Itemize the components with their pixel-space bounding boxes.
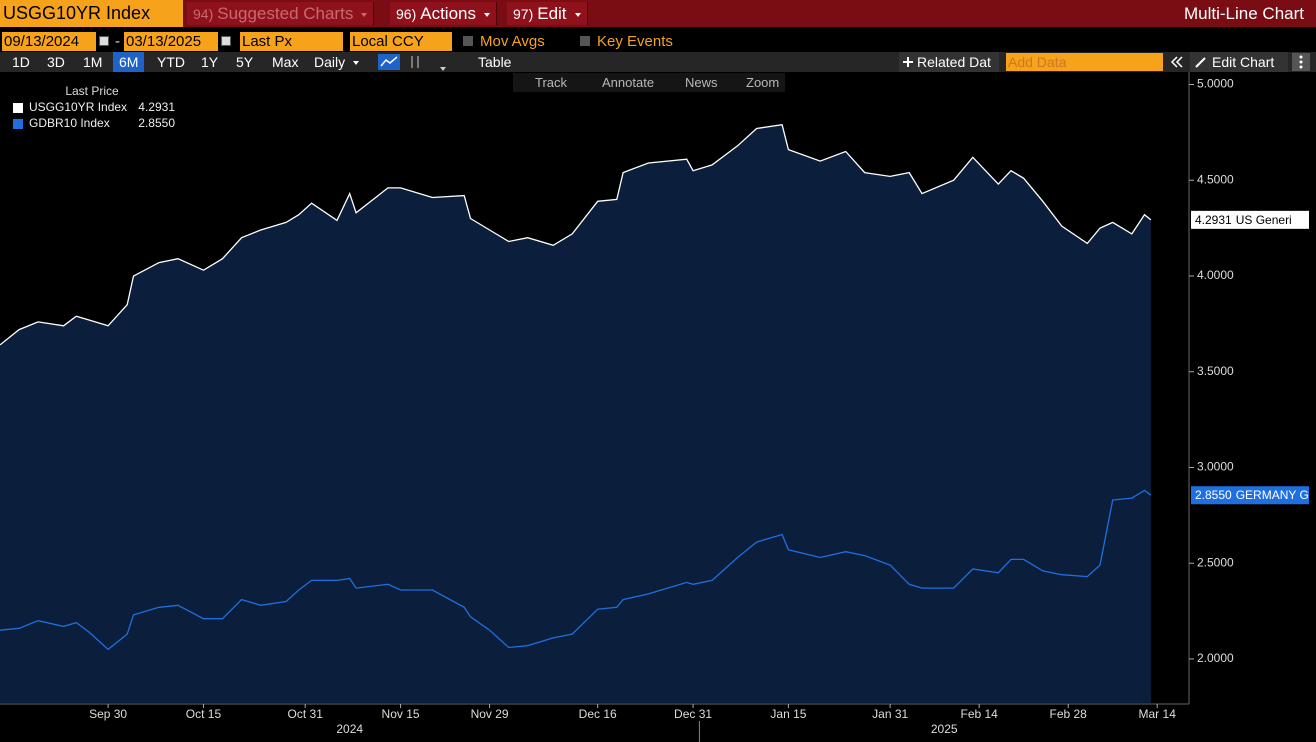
frequency-label: Daily (314, 54, 346, 70)
calendar-icon[interactable] (99, 36, 109, 46)
checkbox[interactable] (463, 36, 473, 46)
calendar-icon[interactable] (221, 36, 231, 46)
x-tick-label: Nov 29 (471, 707, 509, 721)
y-tick-label: 3.5000 (1197, 364, 1234, 378)
menu[interactable]: 97) Edit (507, 2, 588, 25)
menu[interactable]: 94) Suggested Charts (187, 2, 375, 25)
period-button[interactable]: 1Y (201, 54, 219, 70)
menu-label: Suggested Charts (217, 4, 354, 23)
chart: 2.0000 2.5000 3.0000 3.5000 4.0000 4.5000 5.00… (0, 72, 1309, 742)
option-label: Mov Avgs (480, 33, 545, 50)
period-button[interactable]: 3D (47, 54, 65, 70)
legend-name: GDBR10 Index (29, 116, 110, 130)
series-line (0, 123, 1152, 346)
area-fill (0, 124, 1151, 703)
x-tick-label: Dec 31 (674, 707, 712, 721)
period-button[interactable]: 1M (83, 54, 103, 70)
menu[interactable]: 96) Actions (390, 2, 497, 25)
last-value: 2.8550 (1195, 488, 1232, 502)
y-tick-label: 5.0000 (1197, 77, 1234, 91)
period-button[interactable]: Max (272, 54, 299, 70)
security-input[interactable]: USGG10YR Index (0, 0, 183, 27)
legend-name: USGG10YR Index (29, 100, 127, 114)
last-value: 4.2931 (1195, 213, 1232, 227)
x-tick-label: Oct 15 (186, 707, 222, 721)
last-value-name: GERMANY G (1236, 488, 1309, 502)
menu-label: Actions (420, 4, 476, 23)
chart-tool[interactable]: Zoom (746, 75, 780, 90)
chart-tool[interactable]: Annotate (602, 75, 655, 90)
x-tick-label: Oct 31 (288, 707, 324, 721)
window-title: Multi-Line Chart (1184, 4, 1304, 23)
menu-key: 97) (513, 6, 534, 22)
legend-box (8, 82, 180, 137)
period-button[interactable]: 5Y (236, 54, 254, 70)
menu-label: Edit (537, 4, 567, 23)
y-tick-label: 2.5000 (1197, 555, 1234, 569)
checkbox[interactable] (580, 36, 590, 46)
x-tick-label: Jan 15 (770, 707, 806, 721)
menu-key: 96) (396, 6, 417, 22)
line-chart-icon[interactable] (378, 54, 400, 70)
x-tick-label: Mar 14 (1139, 707, 1177, 721)
x-tick-label: Nov 15 (382, 707, 420, 721)
menu-key: 94) (193, 6, 214, 22)
last-value-tag (1191, 486, 1309, 505)
add-data-input[interactable]: Add Data (1006, 53, 1163, 71)
legend-swatch (13, 119, 23, 129)
legend-title: Last Price (65, 84, 119, 98)
last-value-name: US Generi (1236, 213, 1292, 227)
last-value-text: 4.2931 US Generi (1195, 213, 1292, 227)
table-button[interactable]: Table (478, 54, 512, 70)
chart-tool[interactable]: News (685, 75, 718, 90)
year-label: 2025 (931, 722, 958, 736)
x-tick-label: Feb 14 (960, 707, 998, 721)
last-value-tag (1191, 210, 1309, 229)
last-value-text: 2.8550 GERMANY G (1195, 488, 1309, 502)
chart-tool[interactable]: Track (535, 75, 568, 90)
period-button[interactable]: YTD (157, 54, 185, 70)
period-button[interactable]: 6M (113, 52, 145, 72)
x-tick-label: Feb 28 (1050, 707, 1088, 721)
legend-swatch (13, 103, 23, 113)
collapse-icon[interactable] (1170, 54, 1184, 75)
bar-icon[interactable] (406, 54, 424, 70)
y-tick-label: 4.5000 (1197, 172, 1234, 186)
y-tick-label: 3.0000 (1197, 460, 1234, 474)
edit-chart-button[interactable]: Edit Chart (1190, 52, 1288, 72)
x-tick-label: Dec 16 (579, 707, 617, 721)
y-tick-label: 2.0000 (1197, 651, 1234, 665)
x-tick-label: Sep 30 (89, 707, 127, 721)
year-label: 2024 (336, 722, 363, 736)
edit-chart-label: Edit Chart (1212, 54, 1275, 70)
legend-value: 2.8550 (138, 116, 175, 130)
option-label: Key Events (597, 33, 673, 50)
dropdown-icon[interactable] (440, 60, 446, 78)
end-date[interactable]: 03/13/2025 (124, 32, 218, 51)
period-button[interactable]: 1D (12, 54, 30, 70)
start-date[interactable]: 09/13/2024 (2, 32, 96, 51)
frequency-select[interactable]: Daily (308, 52, 365, 72)
y-tick-label: 4.0000 (1197, 268, 1234, 282)
related-button[interactable]: Related Dat (899, 52, 999, 72)
more-button[interactable] (1292, 53, 1310, 71)
series-line (0, 489, 1152, 651)
x-tick-label: Jan 31 (872, 707, 908, 721)
related-label: Related Dat (917, 54, 991, 70)
currency-select[interactable]: Local CCY (350, 32, 452, 51)
legend-value: 4.2931 (138, 100, 175, 114)
field-select[interactable]: Last Px (240, 32, 343, 51)
date-separator: - (115, 33, 120, 50)
